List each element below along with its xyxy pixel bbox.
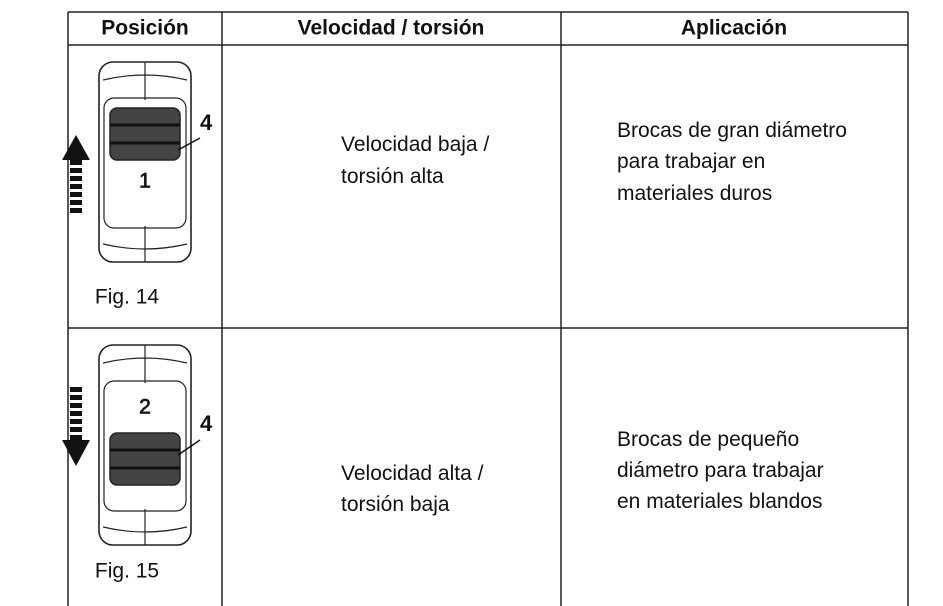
switch-illustration	[62, 344, 201, 546]
figure-caption: Fig. 15	[95, 560, 159, 583]
callout: 4	[200, 411, 213, 436]
text-line: materiales duros	[617, 182, 772, 205]
switch-illustration	[62, 61, 201, 263]
callout: 4	[200, 110, 213, 135]
text-line: diámetro para trabajar	[617, 459, 824, 482]
application-text: Brocas de pequeño diámetro para trabajar e…	[617, 428, 824, 513]
header-cell: Posición	[101, 17, 189, 40]
text-line: Brocas de gran diámetro	[617, 119, 847, 142]
text-line: para trabajar en	[617, 150, 765, 173]
text-line: en materiales blandos	[617, 490, 822, 513]
position-number: 1	[139, 170, 151, 193]
header-cell: Aplicación	[681, 17, 787, 40]
text-line: torsión baja	[341, 493, 450, 516]
speed-text: Velocidad alta / torsión baja	[341, 462, 484, 516]
text-line: torsión alta	[341, 165, 444, 188]
text-line: Brocas de pequeño	[617, 428, 799, 451]
header-cell: Velocidad / torsión	[298, 17, 485, 40]
application-text: Brocas de gran diámetro para trabajar en m…	[617, 119, 847, 205]
table-grid	[67, 11, 909, 606]
text-line: Velocidad baja /	[341, 133, 489, 156]
figure-caption: Fig. 14	[95, 286, 160, 309]
position-number: 2	[139, 396, 151, 419]
text-line: Velocidad alta /	[341, 462, 484, 485]
speed-text: Velocidad baja / torsión alta	[341, 133, 489, 188]
